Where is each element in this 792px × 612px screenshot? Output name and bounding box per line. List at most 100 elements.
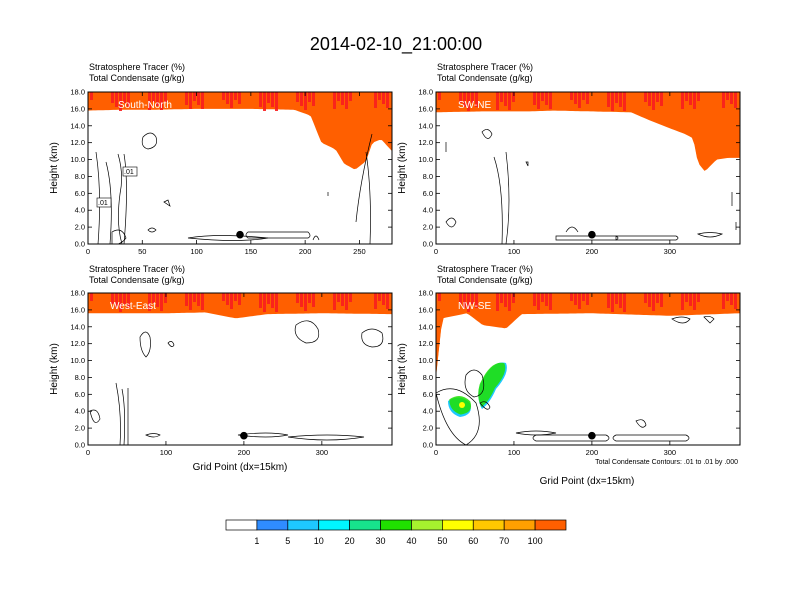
- colorbar-swatch: [472, 519, 505, 531]
- tracer-streak: [722, 92, 725, 108]
- tracer-streak: [304, 92, 307, 110]
- tracer-streak: [374, 293, 377, 309]
- y-tick-label: 0.0: [423, 441, 433, 450]
- tracer-streak: [648, 293, 651, 307]
- tracer-streak: [496, 293, 499, 311]
- condensate-contour: [237, 432, 289, 438]
- y-tick-label: 14.0: [418, 121, 433, 130]
- x-tick-label: 200: [238, 448, 251, 457]
- x-tick-label: 300: [664, 448, 677, 457]
- tracer-streak: [386, 293, 389, 309]
- colorbar-label: 60: [468, 536, 478, 546]
- convective-core: [459, 402, 465, 408]
- tracer-streak: [660, 293, 663, 307]
- x-tick-label: 300: [316, 448, 329, 457]
- condensate-contour: [515, 430, 557, 436]
- x-tick-label: 250: [353, 247, 366, 256]
- y-axis-label: Height (km): [397, 142, 408, 194]
- tracer-streak: [586, 92, 589, 104]
- tracer-streak: [549, 293, 552, 310]
- location-marker: [240, 431, 248, 440]
- tracer-streak: [496, 92, 499, 110]
- tracer-streak: [90, 293, 93, 301]
- tracer-streak: [504, 293, 507, 307]
- y-tick-label: 10.0: [418, 356, 433, 365]
- tracer-streak: [226, 293, 229, 305]
- tracer-streak: [378, 92, 381, 100]
- plot-frame: [435, 91, 741, 245]
- panel-nw-se: Stratosphere Tracer (%) Total Condensate…: [397, 264, 741, 487]
- colorbar-label: 10: [314, 536, 324, 546]
- plot-area: .01 .01 South-North 0.0 2.0 4.0 6.0 8.0 10.0 12.0…: [70, 88, 393, 256]
- tracer-streak: [345, 92, 348, 109]
- location-marker: [236, 230, 244, 239]
- tracer-streak: [697, 293, 700, 302]
- tracer-streak: [689, 92, 692, 105]
- colorbar-swatch: [256, 519, 289, 531]
- colorbar-swatch: [411, 519, 443, 531]
- panel-title-line2: Total Condensate (g/kg): [437, 73, 533, 83]
- tracer-streak: [467, 293, 470, 312]
- condensate-contour: [111, 229, 127, 244]
- tracer-streak: [508, 92, 511, 110]
- tracer-streak: [500, 92, 503, 102]
- tracer-streak: [197, 293, 200, 306]
- tracer-streak: [152, 293, 155, 303]
- tracer-streak: [386, 92, 389, 108]
- condensate-contour: [445, 217, 457, 228]
- tracer-streak: [304, 293, 307, 311]
- tracer-streak: [475, 92, 478, 107]
- x-tick-label: 50: [138, 247, 146, 256]
- x-tick-label: 200: [586, 247, 599, 256]
- tracer-streak: [267, 293, 270, 304]
- tracer-streak: [607, 92, 610, 107]
- y-tick-label: 10.0: [418, 155, 433, 164]
- colorbar-label: 20: [345, 536, 355, 546]
- condensate-contour: [147, 227, 157, 233]
- y-tick-label: 6.0: [75, 390, 85, 399]
- colorbar-swatch: [225, 519, 258, 531]
- tracer-streak: [271, 293, 274, 308]
- y-tick-label: 8.0: [75, 172, 85, 181]
- tracer-streak: [681, 92, 684, 109]
- tracer-streak: [697, 92, 700, 101]
- tracer-streak: [382, 92, 385, 104]
- plot-frame: [87, 91, 393, 245]
- colorbar-label: 30: [376, 536, 386, 546]
- tracer-streak: [586, 293, 589, 305]
- tracer-streak: [545, 293, 548, 306]
- tracer-streak: [574, 293, 577, 305]
- contour-label-box: [122, 166, 138, 177]
- tracer-streak: [734, 293, 737, 309]
- tracer-streak: [222, 92, 225, 100]
- tracer-streak: [463, 92, 466, 107]
- panel-title-line2: Total Condensate (g/kg): [437, 275, 533, 285]
- plot-frame: [87, 292, 393, 446]
- tracer-field: [436, 293, 740, 417]
- y-tick-label: 12.0: [70, 138, 85, 147]
- y-tick-label: 12.0: [418, 138, 433, 147]
- tracer-streak: [533, 92, 536, 105]
- colorbar-swatch: [503, 519, 536, 531]
- y-tick-label: 18.0: [418, 289, 433, 298]
- tracer-streak: [115, 92, 118, 107]
- tracer-streak: [308, 92, 311, 102]
- tracer-streak: [471, 293, 474, 304]
- panel-south-north: Stratosphere Tracer (%) Total Condensate…: [49, 62, 393, 256]
- y-tick-label: 6.0: [423, 390, 433, 399]
- contour-label: .01: [98, 200, 108, 207]
- tracer-streak: [197, 92, 200, 105]
- tracer-streak: [656, 293, 659, 303]
- y-tick-label: 16.0: [418, 104, 433, 113]
- tracer-streak: [570, 293, 573, 301]
- y-tick-label: 18.0: [70, 88, 85, 97]
- tracer-streak: [152, 92, 155, 102]
- y-axis-label: Height (km): [397, 343, 408, 395]
- x-tick-label: 200: [586, 448, 599, 457]
- tracer-streak: [238, 293, 241, 305]
- y-tick-label: 8.0: [423, 373, 433, 382]
- y-tick-label: 16.0: [418, 305, 433, 314]
- tracer-streak: [337, 92, 340, 101]
- tracer-streak: [119, 293, 122, 312]
